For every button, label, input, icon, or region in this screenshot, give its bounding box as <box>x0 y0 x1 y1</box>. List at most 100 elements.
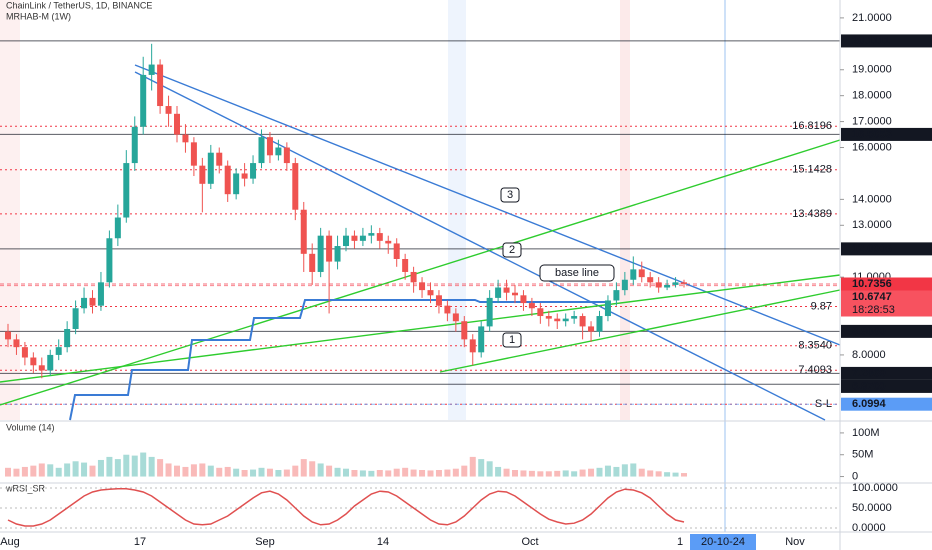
annotation: 2 <box>509 244 515 256</box>
volume-bar <box>114 459 121 477</box>
annotation-box <box>539 264 615 282</box>
candle-body <box>385 240 392 244</box>
y-tick-label: 0.0000 <box>852 522 886 534</box>
candle-body <box>528 303 535 309</box>
candle-body <box>5 331 11 340</box>
volume-bar <box>376 470 383 477</box>
annotation-box <box>502 242 522 258</box>
price-label-box <box>841 127 932 141</box>
volume-bar <box>579 469 586 477</box>
volume-bar <box>55 467 62 477</box>
volume-bar <box>681 473 687 477</box>
volume-bar <box>199 463 206 477</box>
x-tick-label: Oct <box>521 536 538 548</box>
candle-body <box>300 209 307 254</box>
volume-bar <box>604 465 611 477</box>
y-tick-label: 100.0000 <box>852 482 898 494</box>
x-tick-label: Aug <box>0 536 20 548</box>
y-tick-label: 100M <box>852 427 880 439</box>
candle-body <box>520 295 527 304</box>
price-label-box <box>841 34 932 48</box>
candle-body <box>588 326 595 332</box>
volume-bar <box>241 470 248 477</box>
candle-body <box>182 134 189 143</box>
price-label: 8.9080 <box>852 325 886 337</box>
volume-bar <box>207 465 214 477</box>
volume-bar <box>157 459 164 477</box>
volume-bar <box>300 459 307 477</box>
volume-bar <box>38 463 45 477</box>
step-line <box>69 299 610 421</box>
price-label: 7.2869 <box>852 367 886 379</box>
volume-bar <box>343 468 349 477</box>
volume-bar <box>317 463 324 477</box>
price-label-box <box>841 366 932 380</box>
volume-bar <box>638 468 645 477</box>
candle-body <box>664 284 671 288</box>
volume-bar <box>613 466 620 477</box>
candle-body <box>250 163 257 179</box>
volume-bar <box>444 469 451 477</box>
trendline <box>134 64 841 346</box>
candle-body <box>190 142 197 166</box>
chart-subtitle: MRHAB-M (1W) <box>6 11 71 21</box>
volume-bar <box>419 470 426 477</box>
candle-body <box>157 64 164 107</box>
volume-bar <box>292 465 299 477</box>
volume-bar <box>21 466 28 477</box>
candle-body <box>655 282 662 288</box>
y-tick-label: 21.0000 <box>852 12 892 24</box>
candle-body <box>174 113 180 135</box>
candle-body <box>123 163 130 218</box>
annotation-box <box>502 332 522 348</box>
candle-body <box>224 165 231 195</box>
x-tick-label: Sep <box>255 536 275 548</box>
trendline <box>0 139 841 406</box>
volume-bar <box>89 465 96 477</box>
price-label: 12.0905 <box>852 243 892 255</box>
price-label-box <box>841 397 932 411</box>
volume-bar <box>309 461 316 477</box>
candle-body <box>647 277 654 283</box>
volume-bar <box>461 465 468 477</box>
price-label: 6.0994 <box>852 398 887 410</box>
volume-bar <box>258 467 265 477</box>
candle-body <box>89 297 96 306</box>
fib-label: 7.4093 <box>798 364 832 376</box>
candle-body <box>376 233 383 241</box>
y-tick-label: 13.0000 <box>852 219 892 231</box>
trendline <box>0 274 841 383</box>
fib-label: S-L <box>815 398 832 410</box>
candle-body <box>55 347 62 355</box>
candle-body <box>343 235 349 247</box>
volume-bar <box>224 466 231 477</box>
annotation: 3 <box>507 189 513 201</box>
candle-body <box>444 305 451 314</box>
candle-body <box>97 282 104 306</box>
volume-bar <box>402 467 409 477</box>
trendline <box>134 71 826 421</box>
candle-body <box>72 308 79 329</box>
volume-bar <box>503 468 510 477</box>
volume-bar <box>655 471 662 477</box>
volume-bar <box>47 464 54 477</box>
volume-bar <box>672 472 679 477</box>
volume-bar <box>275 470 282 477</box>
candle-body <box>283 147 290 164</box>
volume-bar <box>562 470 569 477</box>
candle-body <box>435 295 442 306</box>
volume-bar <box>528 470 535 477</box>
candle-body <box>148 64 155 75</box>
volume-bar <box>368 470 375 477</box>
candle-body <box>199 165 206 184</box>
candle-body <box>478 326 485 353</box>
countdown-box <box>841 303 932 317</box>
highlight-band <box>620 0 630 420</box>
annotation: 1 <box>509 334 515 346</box>
volume-bar <box>233 468 240 477</box>
candle-body <box>13 339 20 348</box>
x-tick-label: Nov <box>785 536 805 548</box>
y-tick-label: 19.0000 <box>852 64 892 76</box>
candle-body <box>47 354 54 371</box>
price-label: 20.1111 <box>852 35 890 47</box>
